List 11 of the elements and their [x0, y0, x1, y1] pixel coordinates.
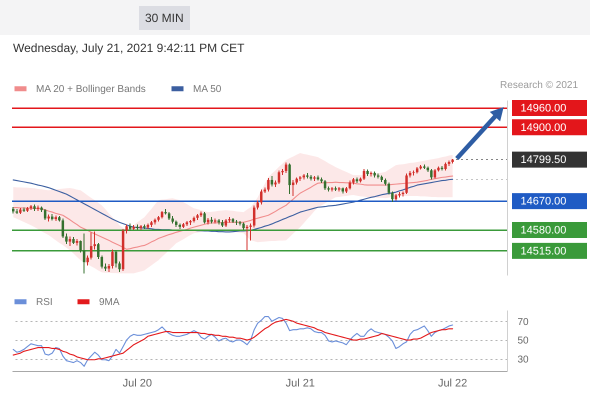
- y-tick-label: 50: [518, 336, 530, 347]
- x-tick-label: Jul 22: [438, 378, 468, 390]
- y-tick-label: 70: [518, 316, 530, 328]
- line-series: [12, 316, 454, 367]
- x-tick-label: Jul 20: [122, 378, 152, 390]
- y-tick-label: 30: [518, 354, 530, 366]
- legend-label: RSI: [36, 296, 53, 308]
- legend-label: 9MA: [99, 296, 120, 308]
- x-tick-label: Jul 21: [286, 378, 315, 390]
- line-series: [12, 318, 454, 360]
- candlestick: [118, 261, 121, 272]
